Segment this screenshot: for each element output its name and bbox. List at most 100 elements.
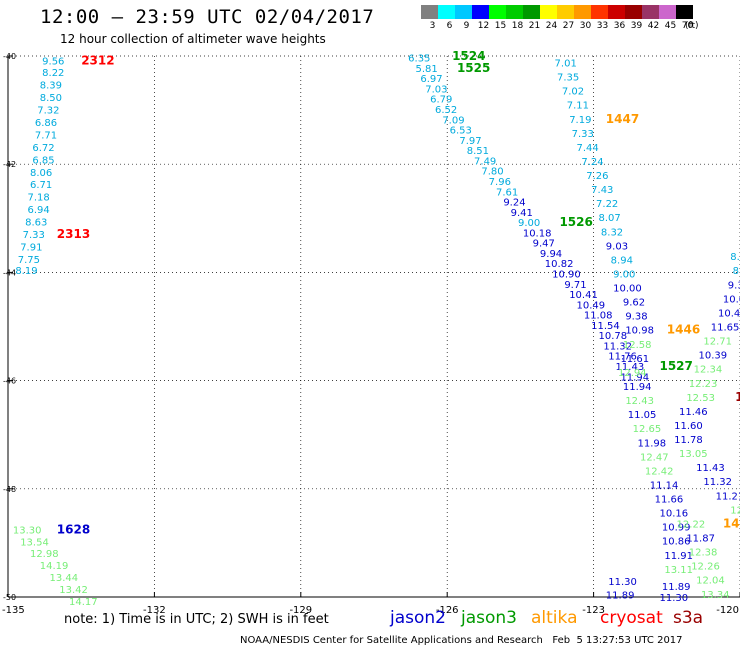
wave-height-label: 14.19	[40, 561, 69, 572]
wave-height-label: 7.26	[586, 171, 608, 182]
wave-height-label: 7.75	[18, 255, 40, 266]
wave-height-label: 11.87	[686, 533, 715, 544]
pass-time-label: 1527	[659, 359, 692, 373]
wave-height-label: 10.49	[577, 300, 606, 311]
wave-height-label: 9.24	[503, 198, 525, 209]
color-swatch	[455, 5, 472, 19]
color-scale-label: 45	[664, 21, 677, 31]
x-tick-label: -129	[289, 605, 312, 616]
wave-height-label: 11.60	[674, 421, 703, 432]
pass-time-label: 1447	[606, 112, 639, 126]
wave-height-label: 13.30	[13, 525, 42, 536]
color-swatch	[642, 5, 659, 19]
wave-height-label: 8.07	[598, 213, 620, 224]
wave-height-label: 9.62	[623, 298, 645, 309]
wave-height-label: 8.31	[733, 266, 740, 277]
pass-time-label: 1526	[559, 215, 592, 229]
wave-height-label: 11.61	[620, 354, 649, 365]
wave-height-label: 7.19	[569, 115, 591, 126]
wave-height-label: 6.35	[408, 54, 430, 65]
y-tick-label: -42	[3, 160, 16, 169]
color-swatch	[489, 5, 506, 19]
color-swatch	[574, 5, 591, 19]
legend-item-jason2: jason2	[390, 608, 446, 628]
wave-height-label: 11.32	[703, 477, 732, 488]
color-scale-label: 21	[528, 21, 541, 31]
x-tick-label: -126	[436, 605, 459, 616]
wave-height-label: 8.93	[730, 252, 740, 263]
pass-time-label: 1446	[667, 323, 700, 337]
color-scale-label: 18	[511, 21, 524, 31]
wave-height-label: 7.71	[35, 130, 57, 141]
wave-height-label: 11.46	[679, 407, 708, 418]
wave-height-label: 11.66	[655, 495, 684, 506]
wave-height-label: 6.85	[32, 155, 54, 166]
wave-height-label: 10.18	[523, 228, 552, 239]
wave-height-label: 6.52	[435, 105, 457, 116]
pass-time-label: 1524	[452, 49, 485, 63]
wave-height-label: 8.51	[467, 146, 489, 157]
color-scale-label: 42	[647, 21, 660, 31]
wave-height-label: 6.94	[28, 205, 50, 216]
wave-height-label: 11.89	[662, 582, 691, 593]
wave-height-label: 5.81	[415, 64, 437, 75]
wave-height-label: 6.79	[430, 95, 452, 106]
wave-height-label: 6.86	[35, 118, 57, 129]
legend-item-cryosat: cryosat	[600, 608, 663, 628]
wave-height-label: 7.11	[567, 101, 589, 112]
wave-height-label: 12.26	[691, 562, 720, 573]
footer-note: note: 1) Time is in UTC; 2) SWH is in fe…	[64, 612, 329, 627]
y-tick-label: -50	[3, 593, 16, 602]
wave-height-label: 11.21	[716, 491, 740, 502]
wave-height-label: 7.32	[37, 106, 59, 117]
wave-height-label: 13.44	[49, 573, 78, 584]
color-scale-label: 6	[446, 21, 453, 31]
x-tick-label: -120	[716, 605, 739, 616]
wave-height-label: 10.98	[625, 326, 654, 337]
wave-height-label: 7.97	[459, 136, 481, 147]
pass-time-label: 2313	[57, 227, 90, 241]
y-tick-label: -48	[3, 485, 16, 494]
wave-height-label: 12.23	[689, 379, 718, 390]
color-scale-label: 27	[562, 21, 575, 31]
wave-height-label: 8.32	[601, 227, 623, 238]
wave-height-label: 12.98	[30, 549, 59, 560]
pass-time-label: 1445	[723, 516, 740, 530]
wave-height-label: 7.80	[481, 167, 503, 178]
wave-height-label: 12.42	[645, 466, 674, 477]
wave-height-label: 11.43	[616, 362, 645, 373]
wave-height-label: 11.94	[623, 382, 652, 393]
wave-height-label: 7.35	[557, 73, 579, 84]
wave-height-label: 7.09	[442, 115, 464, 126]
wave-height-label: 12.58	[623, 340, 652, 351]
wave-height-label: 7.96	[489, 177, 511, 188]
wave-height-label: 11.43	[696, 463, 725, 474]
wave-height-label: 14.17	[69, 597, 98, 608]
wave-height-label: 12.71	[703, 337, 732, 348]
pass-time-label: 1525	[457, 61, 490, 75]
color-scale-label: 39	[630, 21, 643, 31]
wave-height-label: 9.71	[564, 280, 586, 291]
wave-height-label: 11.65	[711, 323, 740, 334]
wave-height-label: 8.94	[611, 255, 633, 266]
wave-height-label: 11.08	[584, 311, 613, 322]
page-title: 12:00 – 23:59 UTC 02/04/2017	[40, 6, 375, 28]
wave-height-label: 13.42	[59, 585, 88, 596]
wave-height-label: 11.76	[608, 352, 637, 363]
wave-height-label: 9.56	[42, 56, 64, 67]
page-subtitle: 12 hour collection of altimeter wave hei…	[60, 32, 326, 46]
wave-height-label: 9.00	[518, 218, 540, 229]
wave-height-label: 10.16	[659, 509, 688, 520]
color-scale-label: 9	[463, 21, 470, 31]
y-tick-label: -44	[3, 268, 16, 277]
wave-height-label: 10.86	[662, 537, 691, 548]
wave-height-label: 11.30	[659, 593, 688, 604]
wave-height-label: 7.22	[596, 199, 618, 210]
wave-height-label: 12.43	[625, 396, 654, 407]
wave-height-label: 11.05	[628, 410, 657, 421]
wave-height-label: 12.65	[633, 424, 662, 435]
color-scale-label: 3	[429, 21, 436, 31]
wave-height-label: 7.24	[581, 157, 603, 168]
color-swatch	[676, 5, 693, 19]
